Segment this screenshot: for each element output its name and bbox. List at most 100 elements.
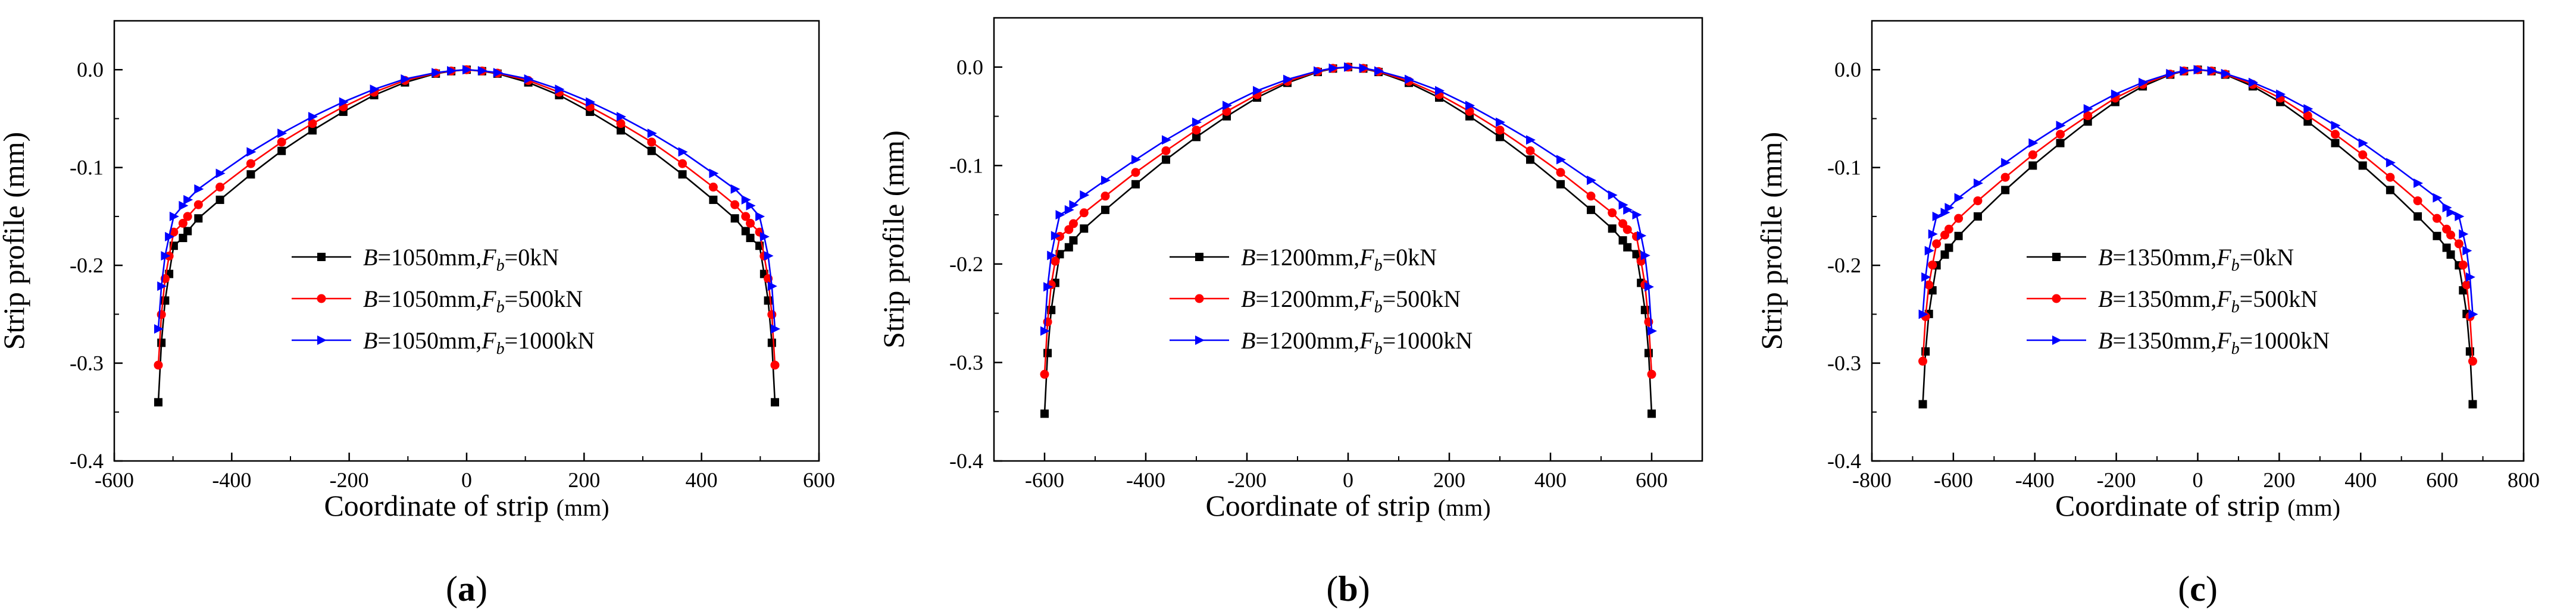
legend-entry: B=1350mm,Fb=500kN: [2027, 285, 2318, 316]
plot-frame: [1871, 20, 2525, 462]
x-tick-label: 400: [1534, 468, 1567, 492]
data-point: [1526, 155, 1534, 164]
data-point: [2358, 150, 2368, 159]
data-point: [1253, 86, 1262, 96]
x-axis-title-text: Coordinate of strip: [324, 489, 549, 522]
data-point: [1637, 231, 1647, 241]
y-tick-label: -0.1: [949, 153, 983, 177]
data-point: [215, 195, 224, 204]
legend-label: B=1050mm,Fb=500kN: [363, 285, 583, 316]
data-point: [1644, 349, 1653, 357]
data-point: [1647, 369, 1656, 379]
legend-load: =1000kN: [2240, 327, 2330, 354]
data-point: [193, 200, 203, 209]
data-point: [1608, 224, 1617, 233]
legend-var-f: F: [1359, 244, 1374, 271]
legend-label: B=1350mm,Fb=1000kN: [2098, 327, 2330, 358]
data-point: [1954, 231, 1963, 240]
data-point: [447, 66, 457, 76]
data-point: [1080, 224, 1089, 233]
data-point: [1618, 200, 1628, 210]
data-point: [678, 170, 687, 179]
legend-swatch-marker: [317, 253, 326, 261]
data-point: [1644, 282, 1654, 292]
legend-label: B=1200mm,Fb=0kN: [1241, 244, 1437, 275]
data-point: [2221, 68, 2231, 79]
series-square-0: [154, 65, 779, 407]
legend-var-f: F: [2216, 244, 2231, 271]
data-point: [617, 126, 625, 135]
data-point: [2414, 178, 2424, 188]
data-point: [746, 200, 756, 211]
data-point: [308, 126, 317, 135]
data-point: [1064, 243, 1073, 252]
data-point: [1043, 349, 1052, 357]
y-tick-label: -0.3: [70, 352, 104, 375]
data-point: [1101, 175, 1111, 186]
y-tick-label: 0.0: [956, 55, 983, 79]
legend-subscript: b: [1374, 256, 1383, 275]
data-point: [2462, 246, 2472, 256]
data-point: [1359, 63, 1369, 73]
panel-label-open: (: [446, 569, 458, 608]
data-point: [1623, 243, 1632, 252]
data-point: [755, 211, 765, 221]
data-point: [1973, 196, 1983, 206]
data-point: [1435, 86, 1445, 96]
data-point: [1055, 210, 1065, 220]
legend-load: =500kN: [1383, 285, 1461, 312]
series-square-2: [1918, 65, 2477, 409]
data-point: [2468, 400, 2477, 409]
data-point: [215, 183, 225, 192]
x-tick-label: 600: [1636, 468, 1668, 492]
legend-var-b: B: [363, 244, 377, 271]
data-point: [2468, 309, 2478, 319]
x-tick-label: 600: [803, 468, 835, 492]
legend-swatch-marker: [317, 335, 327, 345]
data-point: [1040, 409, 1049, 418]
data-point: [1051, 231, 1061, 241]
series-triangle-0: [154, 65, 780, 334]
data-point: [1055, 250, 1064, 259]
data-point: [767, 338, 776, 347]
data-point: [555, 84, 565, 95]
data-point: [2248, 77, 2258, 87]
legend-load: =0kN: [1383, 244, 1437, 271]
legend-entry: B=1200mm,Fb=500kN: [1170, 285, 1461, 316]
data-point: [1162, 155, 1170, 164]
data-point: [2000, 172, 2010, 182]
y-tick-label: -0.2: [1827, 253, 1861, 277]
legend-var-f: F: [481, 285, 496, 312]
data-point: [586, 97, 596, 107]
data-point: [1101, 192, 1110, 201]
legend-width: =1050mm,: [377, 285, 482, 312]
data-point: [277, 128, 287, 139]
x-tick-label: -800: [1852, 468, 1892, 492]
legend-swatch-marker: [317, 294, 326, 303]
data-point: [1051, 256, 1060, 266]
data-point: [339, 97, 349, 107]
panel-label-letter: c: [2190, 569, 2206, 608]
series-triangle-2: [1918, 65, 2478, 319]
data-point: [2276, 89, 2286, 99]
x-tick-label: 0: [2193, 468, 2203, 492]
data-point: [493, 68, 503, 78]
data-point: [1944, 203, 1955, 213]
series-circle-2: [1918, 65, 2477, 366]
data-point: [1928, 260, 1937, 269]
legend-width: =1200mm,: [1255, 327, 1359, 354]
legend-subscript: b: [2231, 340, 2240, 358]
data-point: [157, 310, 166, 319]
data-point: [2459, 229, 2469, 239]
data-point: [741, 194, 751, 205]
legend: B=1200mm,Fb=0kNB=1200mm,Fb=500kNB=1200mm…: [1170, 244, 1473, 358]
x-axis-title-unit: (mm): [1438, 494, 1491, 521]
data-point: [169, 227, 179, 237]
x-tick-label: 400: [2344, 468, 2377, 492]
legend: B=1350mm,Fb=0kNB=1350mm,Fb=500kNB=1350mm…: [2027, 244, 2330, 358]
data-point: [2446, 250, 2455, 259]
data-point: [2454, 239, 2464, 249]
data-point: [2433, 231, 2441, 240]
data-point: [770, 360, 780, 370]
